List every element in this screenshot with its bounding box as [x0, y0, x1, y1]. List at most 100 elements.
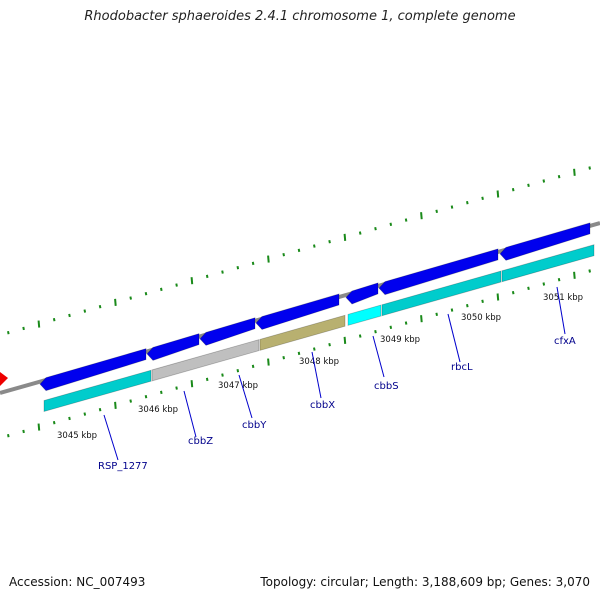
- outer-tick-dot: [52, 318, 56, 322]
- outer-tick-dot: [313, 244, 316, 248]
- gene-arrow-blue: [199, 317, 256, 346]
- cds-block: [259, 314, 346, 351]
- gene-callout-line: [447, 313, 461, 363]
- gene-arrow-blue: [499, 222, 591, 261]
- inner-tick-dot: [175, 386, 178, 390]
- inner-tick-dot: [297, 351, 301, 356]
- outer-tick-dot: [144, 292, 148, 296]
- inner-tick-dot: [205, 377, 209, 382]
- cds-block: [43, 369, 152, 413]
- outer-tick-dot: [22, 326, 25, 331]
- outer-tick-dot: [160, 287, 163, 292]
- gene-label[interactable]: cbbX: [310, 400, 335, 411]
- gene-label[interactable]: RSP_1277: [98, 461, 148, 472]
- tick-label: 3050 kbp: [461, 313, 501, 323]
- outer-tick-dot: [511, 187, 515, 192]
- inner-tick-dot: [511, 290, 515, 295]
- inner-tick-dot: [114, 401, 117, 409]
- inner-tick-dot: [435, 312, 438, 317]
- inner-tick-dot: [129, 399, 132, 403]
- inner-tick-dot: [481, 299, 484, 304]
- inner-tick-dot: [313, 347, 316, 351]
- outer-tick-dot: [328, 240, 331, 244]
- inner-tick-dot: [83, 412, 87, 416]
- tick-label: 3046 kbp: [138, 405, 178, 415]
- inner-tick-dot: [343, 336, 347, 344]
- gene-label[interactable]: cbbS: [374, 381, 399, 392]
- outer-tick-dot: [37, 320, 41, 328]
- outer-tick-dot: [358, 231, 362, 235]
- tick-label: 3048 kbp: [299, 357, 339, 367]
- outer-tick-dot: [190, 277, 194, 285]
- outer-tick-dot: [435, 209, 438, 214]
- inner-tick-dot: [420, 315, 423, 323]
- outer-tick-dot: [420, 212, 423, 220]
- inner-tick-dot: [22, 429, 25, 434]
- outer-tick-dot: [129, 296, 132, 300]
- outer-tick-dot: [496, 190, 500, 198]
- inner-tick-dot: [374, 329, 377, 334]
- gene-callout-line: [311, 351, 322, 399]
- inner-tick-dot: [450, 308, 454, 312]
- inner-tick-dot: [190, 380, 194, 388]
- inner-tick-dot: [251, 364, 255, 369]
- tick-label: 3045 kbp: [57, 431, 97, 441]
- outer-tick-dot: [450, 205, 454, 209]
- outer-tick-dot: [588, 166, 591, 170]
- inner-tick-dot: [267, 358, 270, 366]
- label-layer: 3045 kbp 3046 kbp 3047 kbp 3048 kbp 3049 kbp…: [57, 286, 583, 472]
- cds-block: [347, 304, 382, 326]
- tick-label: 3047 kbp: [218, 381, 258, 391]
- gene-label[interactable]: cbbZ: [188, 436, 213, 447]
- gene-label[interactable]: cfxA: [554, 336, 576, 347]
- inner-tick-dot: [527, 286, 530, 291]
- gene-label[interactable]: cbbY: [242, 420, 267, 431]
- inner-tick-dot: [160, 390, 163, 395]
- gene-arrow-blue: [146, 333, 200, 361]
- cds-block: [151, 339, 260, 382]
- inner-tick-dot: [573, 271, 576, 279]
- tick-label: 3049 kbp: [380, 335, 420, 345]
- outer-tick-dot: [297, 248, 301, 253]
- outer-tick-dot: [481, 196, 484, 201]
- inner-tick-dot: [144, 395, 148, 399]
- inner-tick-dot: [98, 408, 102, 412]
- gene-label[interactable]: rbcL: [451, 362, 473, 373]
- outer-tick-dot: [542, 179, 546, 183]
- outer-tick-dot: [83, 309, 87, 313]
- map-title: Rhodobacter sphaeroides 2.4.1 chromosome…: [84, 9, 516, 24]
- inner-tick-dot: [588, 269, 591, 273]
- outer-tick-dot: [68, 313, 71, 318]
- inner-tick-dot: [221, 373, 224, 377]
- outer-tick-dot: [466, 200, 469, 205]
- outer-tick-dot: [527, 183, 530, 188]
- inner-tick-dot: [68, 416, 71, 421]
- gene-callout-line: [103, 414, 119, 461]
- inner-tick-dot: [466, 303, 469, 308]
- inner-tick-dot: [358, 334, 362, 338]
- outer-tick-dot: [221, 270, 224, 274]
- inner-tick-dot: [404, 321, 408, 325]
- outer-tick-dots: [7, 166, 591, 335]
- outer-tick-dot: [251, 261, 255, 266]
- inner-tick-dot: [328, 343, 331, 347]
- cds-block: [381, 270, 502, 317]
- tick-label: 3051 kbp: [543, 293, 583, 303]
- gene-callout-line: [238, 374, 253, 419]
- outer-tick-dot: [175, 283, 178, 287]
- outer-tick-dot: [205, 274, 209, 279]
- gene-arrow-blue: [378, 248, 499, 296]
- inner-tick-dot: [236, 369, 240, 373]
- gene-callout-line: [556, 286, 566, 335]
- outer-tick-dot: [573, 168, 576, 176]
- outer-tick-dot: [236, 266, 240, 270]
- inner-tick-dot: [496, 293, 500, 301]
- inner-tick-dots: [7, 269, 591, 438]
- inner-tick-dot: [389, 325, 393, 330]
- accession-text: Accession: NC_007493: [9, 575, 146, 589]
- outer-tick-dot: [557, 174, 561, 179]
- gene-arrow-blue: [39, 348, 147, 392]
- outer-tick-dot: [7, 331, 10, 335]
- gene-arrow-blue: [255, 293, 340, 330]
